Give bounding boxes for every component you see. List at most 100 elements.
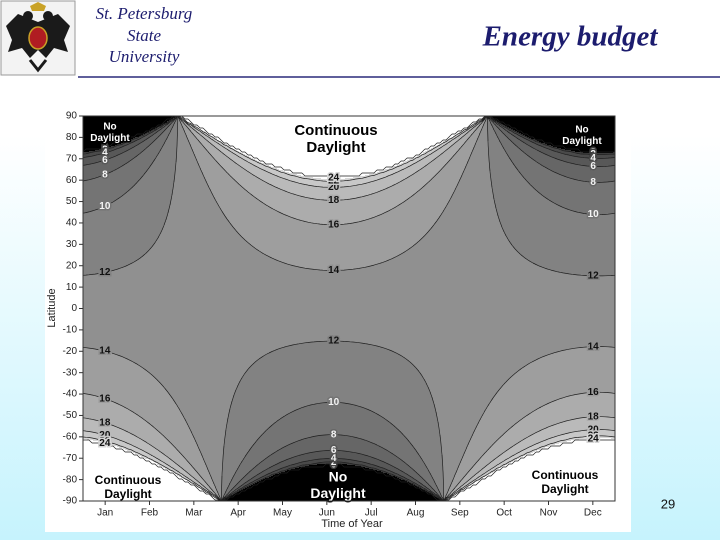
shade-band xyxy=(379,263,382,348)
shade-band xyxy=(299,183,302,197)
shade-band xyxy=(555,444,558,501)
shade-band xyxy=(349,465,352,501)
shade-band xyxy=(563,440,566,443)
shade-band xyxy=(341,179,344,182)
shade-band xyxy=(335,451,338,460)
shade-band xyxy=(103,441,106,444)
shade-band xyxy=(589,430,592,437)
shade-band xyxy=(531,446,534,452)
shade-band xyxy=(103,443,106,501)
shade-band xyxy=(327,116,330,180)
shade-band xyxy=(151,143,154,165)
contour-label: 20 xyxy=(99,430,111,441)
shade-band xyxy=(543,144,546,148)
shade-band xyxy=(173,401,176,447)
shade-band xyxy=(199,486,202,489)
shade-band xyxy=(581,347,584,394)
shade-band xyxy=(475,474,478,480)
region-annotation: Daylight xyxy=(104,487,151,501)
shade-band xyxy=(301,268,304,344)
shade-band xyxy=(153,116,156,130)
shade-band xyxy=(257,116,260,162)
shade-band xyxy=(601,417,604,431)
shade-band xyxy=(83,157,86,166)
shade-band xyxy=(311,269,314,343)
shade-band xyxy=(291,194,294,219)
shade-band xyxy=(167,440,170,458)
shade-band xyxy=(165,140,168,221)
shade-band xyxy=(511,447,514,457)
shade-band xyxy=(145,459,148,501)
shade-band xyxy=(609,214,612,277)
shade-band xyxy=(233,228,236,396)
shade-band xyxy=(219,145,222,152)
shade-band xyxy=(505,128,508,131)
shade-band xyxy=(119,268,122,357)
shade-band xyxy=(289,265,292,347)
shade-band xyxy=(331,225,334,271)
shade-band xyxy=(463,454,466,478)
shade-band xyxy=(101,149,104,151)
shade-band xyxy=(251,485,254,501)
shade-band xyxy=(551,150,554,158)
shade-band xyxy=(151,116,154,131)
shade-band xyxy=(589,116,592,154)
shade-band xyxy=(427,491,430,493)
shade-band xyxy=(509,428,512,449)
shade-band xyxy=(491,121,494,127)
shade-band xyxy=(581,165,584,182)
shade-band xyxy=(227,220,230,419)
shade-band xyxy=(345,341,348,404)
shade-band xyxy=(149,145,152,167)
shade-band xyxy=(457,184,460,469)
shade-band xyxy=(239,157,242,167)
shade-band xyxy=(475,143,478,429)
shade-band xyxy=(501,386,504,437)
shade-band xyxy=(371,182,374,195)
shade-band xyxy=(591,347,594,393)
shade-band xyxy=(295,442,298,457)
shade-band xyxy=(165,438,168,457)
shade-band xyxy=(225,430,228,492)
shade-band xyxy=(529,452,532,455)
shade-band xyxy=(215,142,218,149)
shade-band xyxy=(451,496,454,501)
shade-band xyxy=(123,449,126,501)
shade-band xyxy=(397,166,400,173)
shade-band xyxy=(399,255,402,356)
shade-band xyxy=(157,381,160,432)
shade-band xyxy=(519,254,522,371)
shade-band xyxy=(325,116,328,180)
shade-band xyxy=(285,467,288,471)
shade-band xyxy=(487,464,490,472)
shade-band xyxy=(357,438,360,454)
shade-band xyxy=(569,441,572,501)
shade-band xyxy=(545,148,548,155)
shade-band xyxy=(417,370,420,454)
shade-band xyxy=(313,460,316,465)
shade-band xyxy=(373,116,376,174)
shade-band xyxy=(347,180,350,187)
shade-band xyxy=(283,416,286,448)
shade-band xyxy=(469,470,472,480)
shade-band xyxy=(539,116,542,143)
shade-band xyxy=(143,458,146,501)
shade-band xyxy=(587,158,590,167)
shade-band xyxy=(265,116,268,165)
shade-band xyxy=(559,149,562,154)
shade-band xyxy=(151,247,154,376)
shade-band xyxy=(387,169,390,171)
shade-band xyxy=(519,420,522,443)
shade-band xyxy=(609,393,612,418)
shade-band xyxy=(239,465,242,482)
shade-band xyxy=(349,223,352,271)
shade-band xyxy=(175,404,178,449)
shade-band xyxy=(505,130,508,137)
shade-band xyxy=(495,394,498,442)
contour-line xyxy=(83,116,615,501)
shade-band xyxy=(111,353,114,402)
shade-band xyxy=(141,142,144,153)
shade-band xyxy=(331,402,334,436)
shade-band xyxy=(579,275,582,349)
shade-band xyxy=(447,140,450,144)
